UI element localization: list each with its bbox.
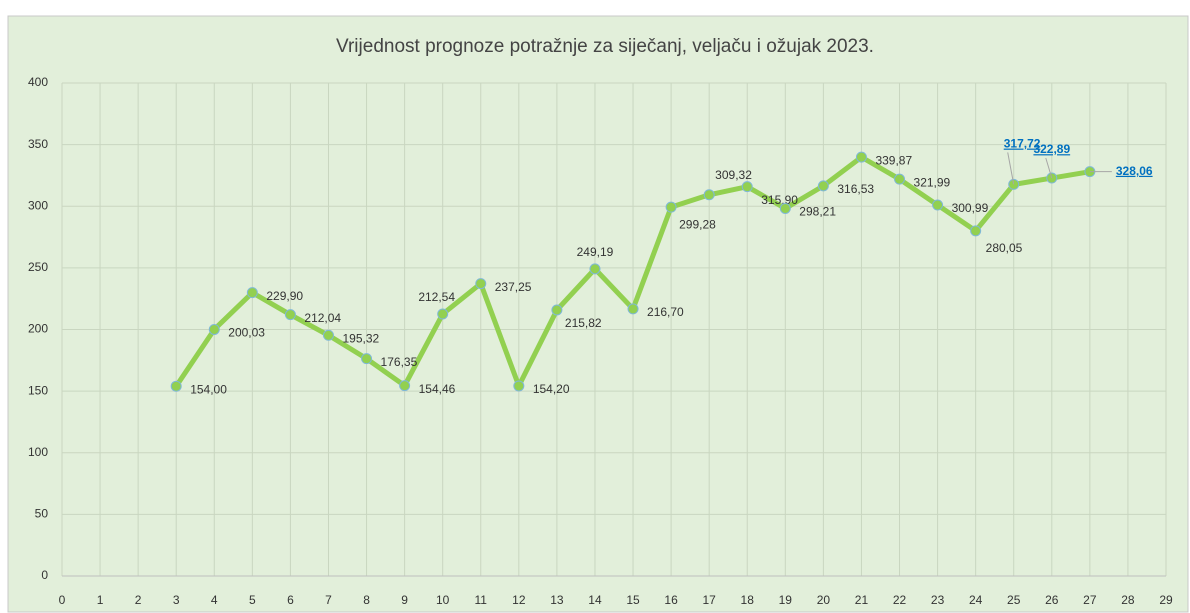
data-point (665, 201, 677, 213)
x-tick-label: 1 (97, 593, 104, 607)
x-tick-label: 10 (436, 593, 450, 607)
data-point (779, 202, 791, 214)
data-point (970, 225, 982, 237)
data-label: 195,32 (342, 331, 379, 345)
data-point (322, 329, 334, 341)
x-tick-label: 0 (59, 593, 66, 607)
x-tick-label: 9 (401, 593, 408, 607)
data-point (399, 380, 411, 392)
data-label: 299,28 (679, 217, 716, 231)
y-tick-label: 100 (28, 445, 48, 459)
data-point (284, 309, 296, 321)
x-tick-label: 5 (249, 593, 256, 607)
data-point (475, 278, 487, 290)
x-tick-label: 14 (588, 593, 602, 607)
data-label: 200,03 (228, 326, 265, 340)
data-point (627, 303, 639, 315)
y-tick-label: 300 (28, 198, 48, 212)
x-tick-label: 23 (931, 593, 945, 607)
data-label: 309,32 (715, 168, 752, 182)
data-point (894, 173, 906, 185)
data-label: 215,82 (565, 316, 602, 330)
y-tick-label: 350 (28, 137, 48, 151)
data-point (437, 308, 449, 320)
x-tick-label: 4 (211, 593, 218, 607)
x-tick-label: 3 (173, 593, 180, 607)
data-point (361, 353, 373, 365)
y-tick-label: 400 (28, 75, 48, 89)
data-label: 280,05 (986, 241, 1023, 255)
x-tick-label: 12 (512, 593, 526, 607)
data-label: 229,90 (266, 289, 303, 303)
data-label: 216,70 (647, 305, 684, 319)
x-tick-label: 7 (325, 593, 332, 607)
label-leader (1007, 152, 1015, 185)
chart-area (7, 15, 1189, 613)
x-tick-label: 27 (1083, 593, 1097, 607)
x-tick-label: 6 (287, 593, 294, 607)
x-tick-label: 13 (550, 593, 564, 607)
data-point (589, 263, 601, 275)
data-label: 322,89 (1033, 142, 1070, 156)
data-label: 298,21 (799, 205, 836, 219)
data-label: 316,53 (837, 182, 874, 196)
data-point (513, 380, 525, 392)
x-tick-label: 21 (855, 593, 869, 607)
y-tick-label: 250 (28, 260, 48, 274)
data-point (855, 151, 867, 163)
x-tick-label: 17 (702, 593, 716, 607)
y-tick-label: 200 (28, 322, 48, 336)
data-label: 237,25 (495, 280, 532, 294)
x-tick-label: 2 (135, 593, 142, 607)
y-tick-label: 0 (41, 568, 48, 582)
data-label: 328,06 (1116, 164, 1153, 178)
data-point (246, 287, 258, 299)
data-point (817, 180, 829, 192)
data-label: 339,87 (875, 153, 912, 167)
data-label: 212,04 (304, 311, 341, 325)
data-label: 212,54 (418, 290, 455, 304)
x-tick-label: 20 (817, 593, 831, 607)
data-point (703, 189, 715, 201)
label-leader (1045, 157, 1053, 179)
data-point (170, 380, 182, 392)
data-label: 315,90 (761, 193, 798, 207)
x-tick-label: 26 (1045, 593, 1059, 607)
x-tick-label: 11 (475, 593, 488, 607)
data-point (932, 199, 944, 211)
x-tick-label: 16 (664, 593, 678, 607)
x-tick-label: 19 (779, 593, 793, 607)
data-point (551, 304, 563, 316)
x-tick-label: 29 (1159, 593, 1173, 607)
data-label: 176,35 (381, 355, 418, 369)
x-tick-label: 22 (893, 593, 907, 607)
x-tick-label: 18 (741, 593, 755, 607)
data-label: 321,99 (914, 175, 951, 189)
y-tick-label: 50 (35, 507, 49, 521)
data-label: 300,99 (952, 201, 989, 215)
x-tick-label: 24 (969, 593, 983, 607)
x-tick-label: 8 (363, 593, 370, 607)
data-label: 154,00 (190, 382, 227, 396)
data-label: 317,72 (1004, 137, 1041, 151)
chart-title: Vrijednost prognoze potražnje za siječan… (336, 36, 874, 57)
data-point (208, 323, 220, 335)
data-point (741, 181, 753, 193)
data-label: 154,20 (533, 382, 570, 396)
x-tick-label: 28 (1121, 593, 1135, 607)
data-label: 249,19 (577, 245, 614, 259)
data-label: 154,46 (419, 382, 456, 396)
y-tick-label: 150 (28, 383, 48, 397)
x-tick-label: 15 (626, 593, 640, 607)
x-tick-label: 25 (1007, 593, 1021, 607)
